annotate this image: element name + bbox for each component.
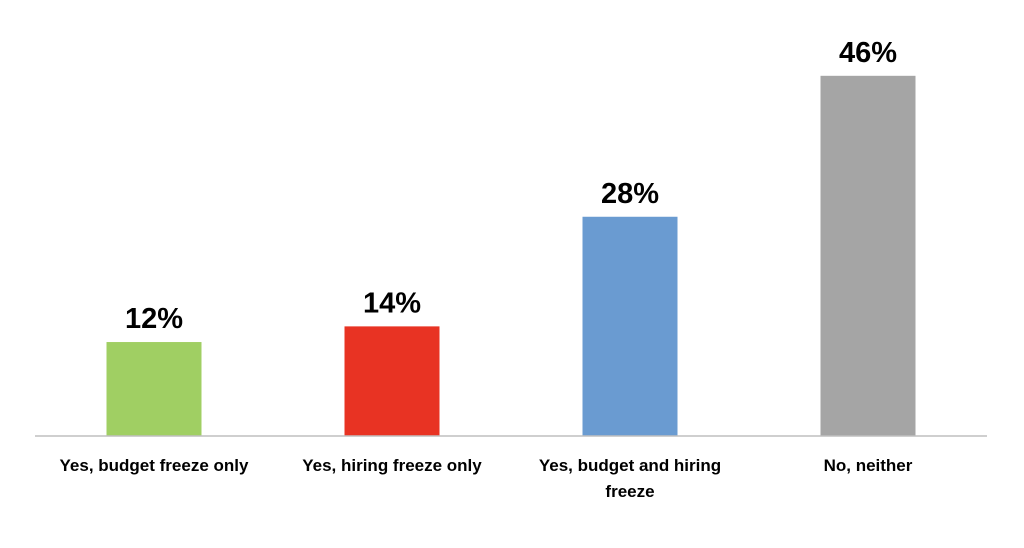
bar xyxy=(106,342,202,436)
x-tick-label: No, neither xyxy=(823,456,913,475)
x-tick-label: Yes, budget freeze only xyxy=(59,456,249,475)
value-label: 14% xyxy=(363,287,421,319)
x-tick-label: Yes, hiring freeze only xyxy=(302,456,482,475)
bar xyxy=(820,75,916,436)
value-label: 28% xyxy=(601,178,659,210)
bar xyxy=(344,326,440,436)
x-tick-label: Yes, budget and hiring freeze xyxy=(538,456,722,501)
value-label: 46% xyxy=(839,37,897,69)
bar xyxy=(582,216,678,436)
value-label: 12% xyxy=(125,303,183,335)
